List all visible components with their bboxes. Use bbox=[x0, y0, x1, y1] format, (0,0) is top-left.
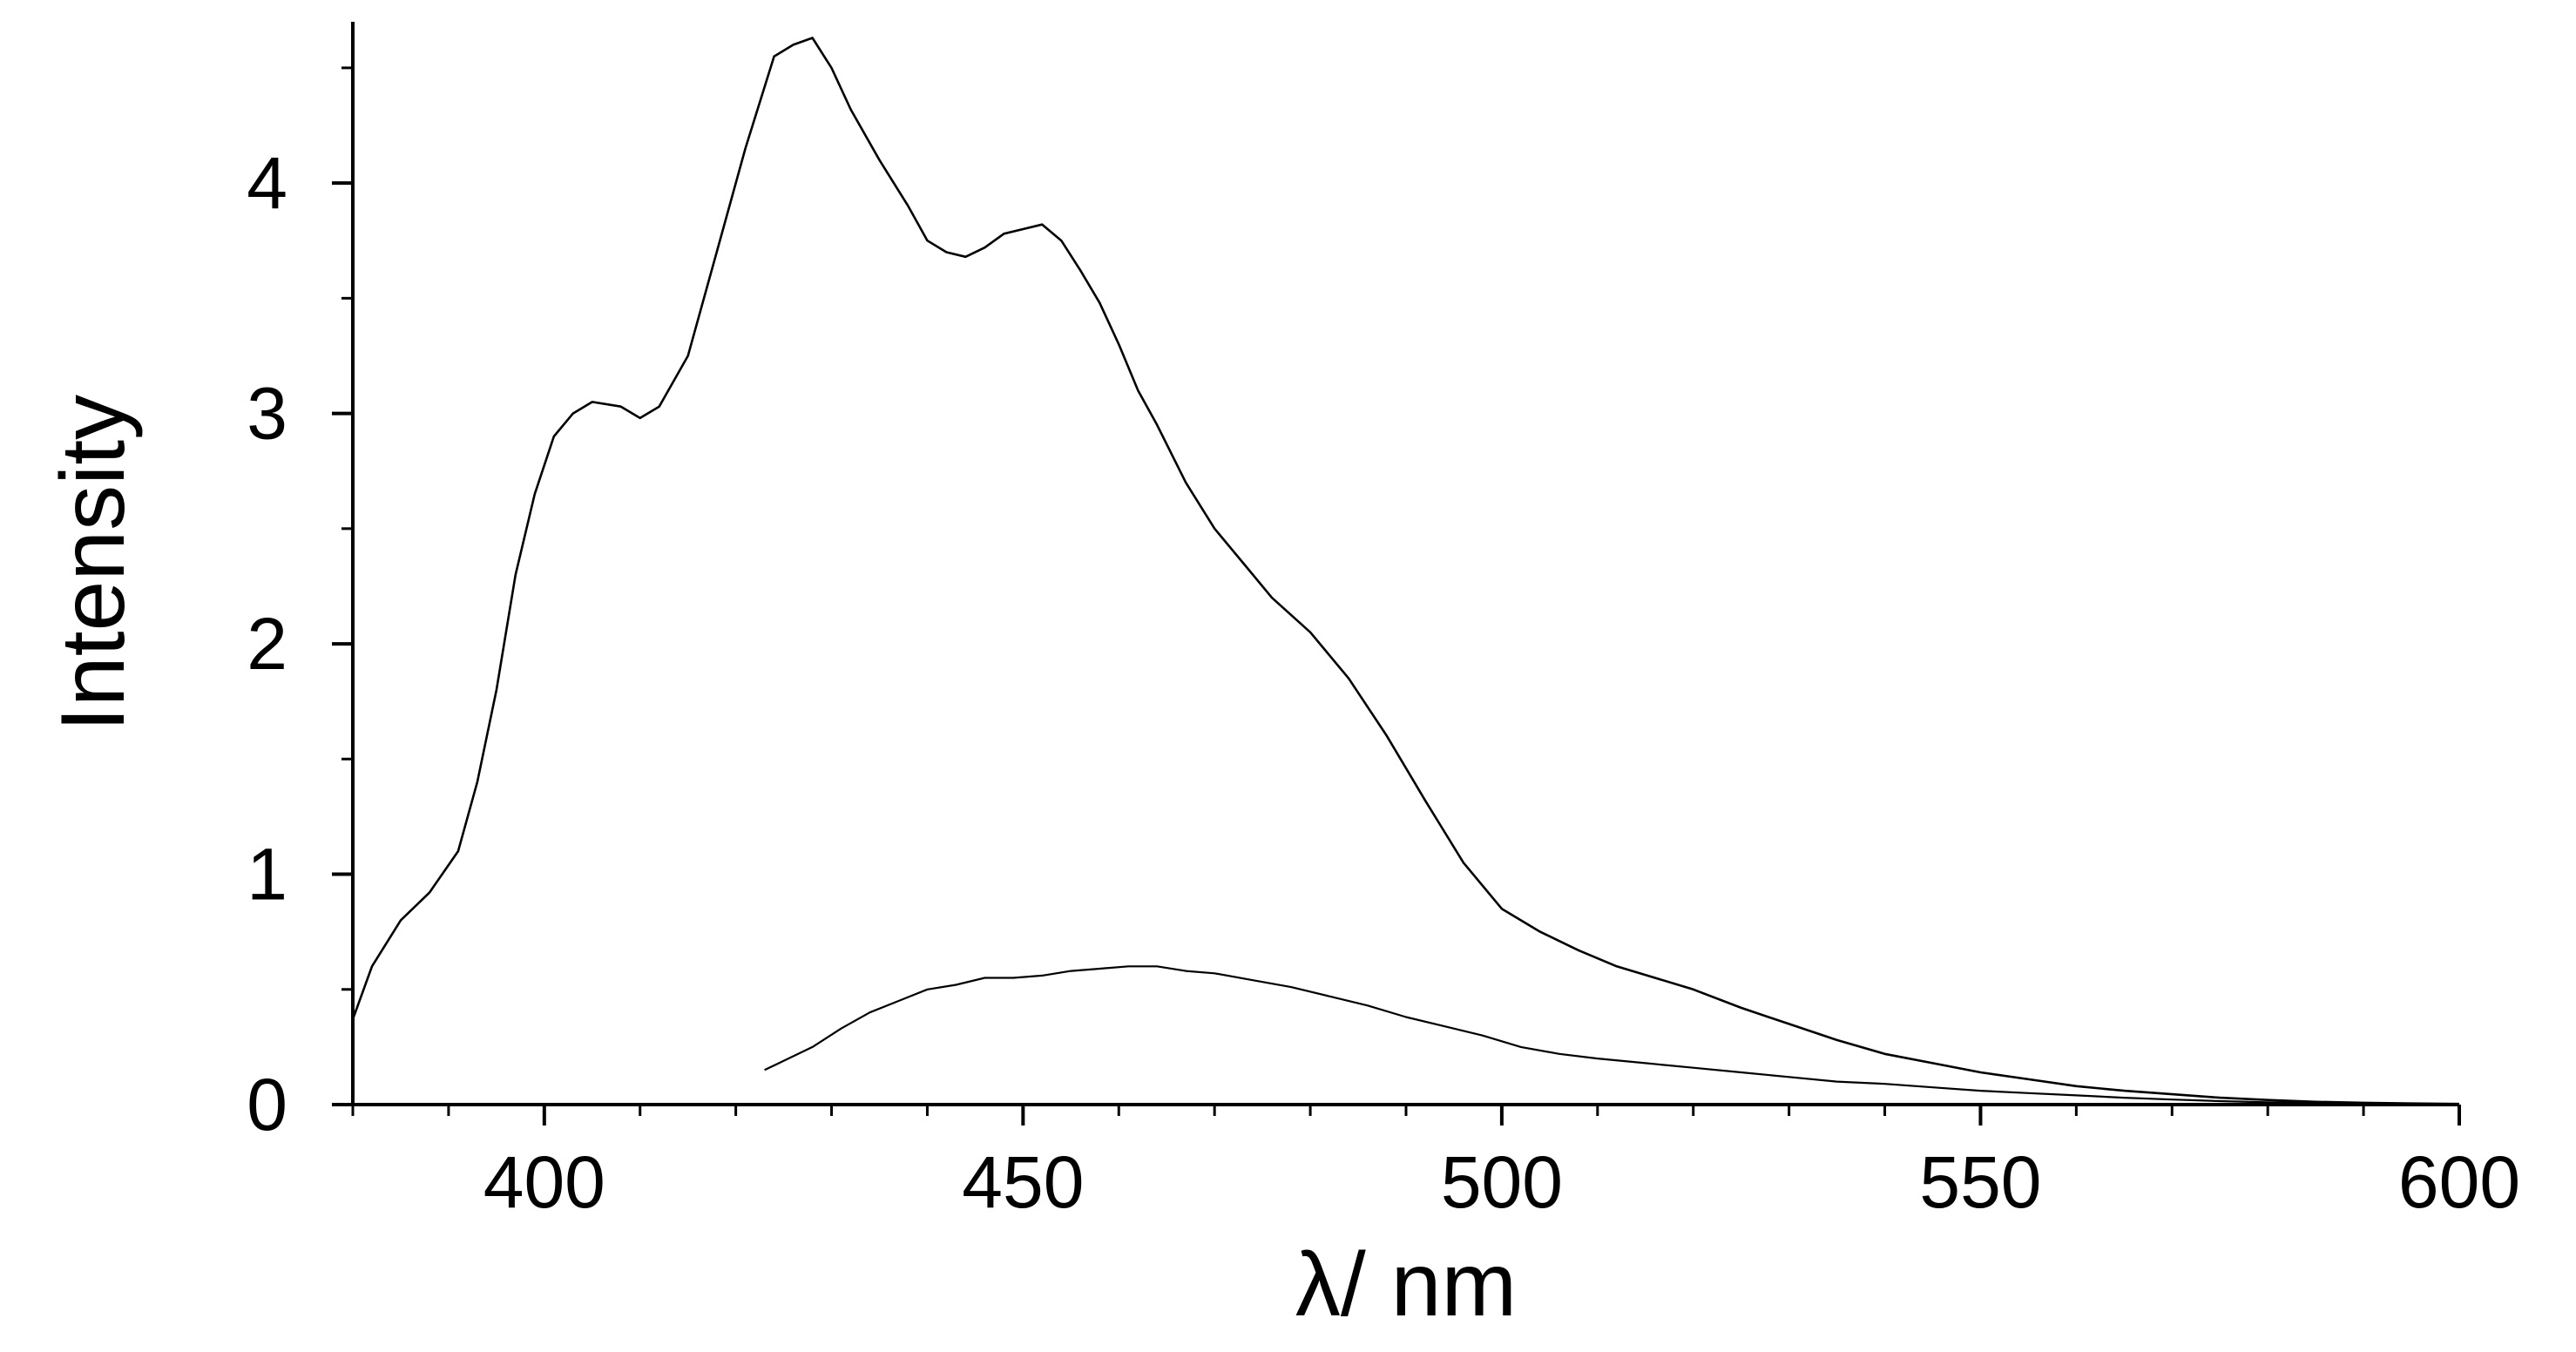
series-line bbox=[351, 37, 2460, 1105]
axis-ticks: 400 450 500 550 600 0 1 2 3 4 bbox=[247, 66, 2520, 1223]
x-tick-label: 450 bbox=[962, 1141, 1084, 1223]
axes bbox=[351, 22, 2459, 1106]
x-tick-label: 600 bbox=[2398, 1141, 2520, 1223]
y-tick-label: 1 bbox=[247, 834, 287, 916]
y-axis-label: Intensity bbox=[43, 395, 144, 732]
x-tick-label: 500 bbox=[1441, 1141, 1563, 1223]
y-tick-label: 0 bbox=[247, 1064, 287, 1146]
x-tick-label: 400 bbox=[483, 1141, 605, 1223]
x-axis-label: λ/ nm bbox=[1295, 1234, 1517, 1335]
y-tick-label: 4 bbox=[247, 142, 287, 224]
y-tick-label: 3 bbox=[247, 373, 287, 455]
y-tick-label: 2 bbox=[247, 603, 287, 685]
series-group bbox=[351, 37, 2460, 1105]
x-tick-label: 550 bbox=[1919, 1141, 2041, 1223]
series-line bbox=[764, 965, 2460, 1105]
